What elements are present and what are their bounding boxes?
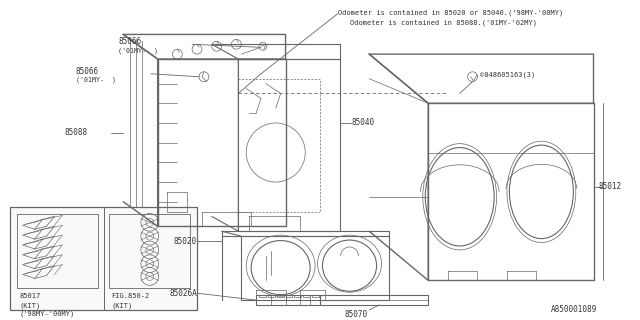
Text: A850001089: A850001089: [551, 305, 598, 314]
Text: ('01MY-  ): ('01MY- ): [76, 77, 116, 83]
Text: 85066: 85066: [118, 37, 141, 46]
Text: ('01MY-  ): ('01MY- ): [118, 47, 158, 54]
Text: 85020: 85020: [174, 236, 197, 245]
Text: 85066: 85066: [76, 67, 99, 76]
Text: ©048605163(3): ©048605163(3): [481, 72, 536, 78]
Bar: [17, 214, 98, 288]
Text: 85012: 85012: [598, 182, 621, 191]
Text: Odometer is contained in 85020 or 85040.('98MY-'00MY): Odometer is contained in 85020 or 85040.…: [338, 10, 563, 16]
Text: FIG.850-2: FIG.850-2: [111, 293, 150, 299]
Text: 85017: 85017: [20, 293, 41, 299]
Bar: [109, 214, 190, 288]
Text: 85070: 85070: [344, 310, 368, 319]
Text: ('98MY-'00MY): ('98MY-'00MY): [20, 311, 75, 317]
Text: 85026A: 85026A: [169, 289, 197, 298]
Bar: [10, 207, 197, 310]
Text: (KIT): (KIT): [111, 302, 132, 308]
Text: (KIT): (KIT): [20, 302, 41, 308]
Text: 85088: 85088: [64, 128, 87, 137]
Text: Odometer is contained in 85088.('01MY-'02MY): Odometer is contained in 85088.('01MY-'0…: [349, 20, 536, 26]
Text: 85040: 85040: [351, 118, 374, 127]
